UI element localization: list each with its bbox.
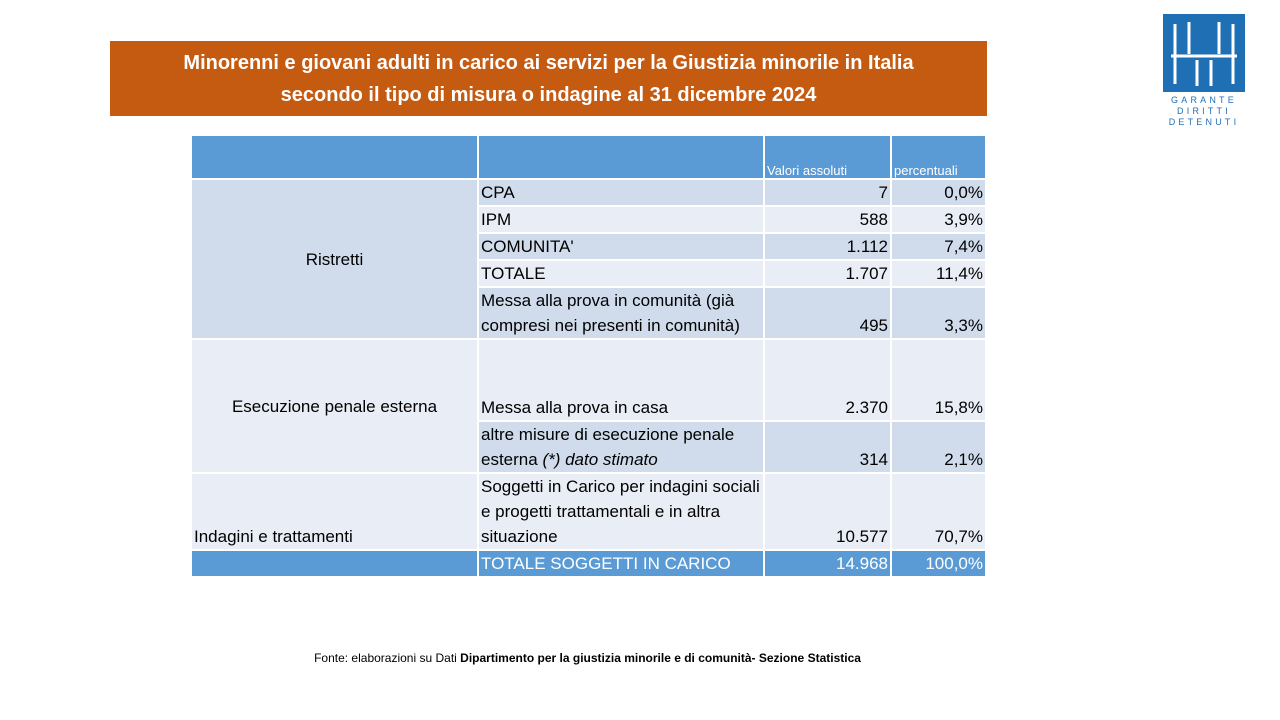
header-measure <box>477 134 765 180</box>
row-label: altre misure di esecuzione penale estern… <box>477 420 765 474</box>
group-indagini: Indagini e trattamenti <box>190 472 479 551</box>
total-value: 14.968 <box>763 549 892 578</box>
row-label: TOTALE <box>477 259 765 288</box>
table-row: Indagini e trattamenti Soggetti in Caric… <box>190 472 987 551</box>
logo-text-3: DETENUTI <box>1168 117 1240 127</box>
row-pct: 3,3% <box>890 286 987 340</box>
table-header-row: Valori assoluti percentuali <box>190 134 987 180</box>
table-row: altre misure di esecuzione penale estern… <box>191 420 987 474</box>
total-label: TOTALE SOGGETTI IN CARICO <box>477 549 765 578</box>
table-row: Esecuzione penale esterna Messa alla pro… <box>190 338 987 474</box>
row-pct: 3,9% <box>890 205 987 234</box>
total-empty <box>190 549 479 578</box>
source-bold: Dipartimento per la giustizia minorile e… <box>460 651 861 665</box>
table-row: Messa alla prova in comunità (già compre… <box>191 286 987 340</box>
data-table: Valori assoluti percentuali Ristretti CP… <box>190 134 987 578</box>
garante-logo-icon <box>1163 14 1245 92</box>
source-note: Fonte: elaborazioni su Dati Dipartimento… <box>0 651 1175 665</box>
row-label: COMUNITA' <box>477 232 765 261</box>
row-value: 314 <box>763 420 892 474</box>
title-line-1: Minorenni e giovani adulti in carico ai … <box>183 51 914 74</box>
header-group <box>190 134 479 180</box>
group-esecuzione: Esecuzione penale esterna <box>190 338 479 474</box>
header-percent: percentuali <box>890 134 987 180</box>
row-value: 7 <box>763 178 892 207</box>
total-row: TOTALE SOGGETTI IN CARICO 14.968 100,0% <box>190 549 987 578</box>
header-absolute: Valori assoluti <box>763 134 892 180</box>
row-label-note: (*) dato stimato <box>542 450 658 469</box>
row-pct: 7,4% <box>890 232 987 261</box>
total-pct: 100,0% <box>890 549 987 578</box>
row-value: 10.577 <box>763 472 892 551</box>
title-line-2: secondo il tipo di misura o indagine al … <box>280 83 817 106</box>
row-pct: 70,7% <box>890 472 987 551</box>
table-row: Ristretti CPA 7 0,0% <box>190 178 987 340</box>
logo-text-2: DIRITTI <box>1177 106 1231 116</box>
row-value: 495 <box>763 286 892 340</box>
row-value: 1.707 <box>763 259 892 288</box>
row-value: 1.112 <box>763 232 892 261</box>
row-label: Messa alla prova in comunità (già compre… <box>477 286 765 340</box>
group-ristretti: Ristretti <box>190 178 479 340</box>
row-pct: 11,4% <box>890 259 987 288</box>
source-prefix: Fonte: elaborazioni su Dati <box>314 651 461 665</box>
row-label-text: altre misure di esecuzione penale estern… <box>481 425 735 469</box>
row-label: CPA <box>477 178 765 207</box>
row-pct: 0,0% <box>890 178 987 207</box>
row-value: 588 <box>763 205 892 234</box>
row-pct: 15,8% <box>890 338 987 422</box>
table-row: COMUNITA' 1.112 7,4% <box>191 232 987 261</box>
table-row: IPM 588 3,9% <box>191 205 987 234</box>
table-row: TOTALE 1.707 11,4% <box>191 259 987 288</box>
garante-logo: GARANTE DIRITTI DETENUTI <box>1163 14 1245 127</box>
logo-text-1: GARANTE <box>1171 95 1237 105</box>
row-label: Soggetti in Carico per indagini sociali … <box>477 472 765 551</box>
row-value: 2.370 <box>763 338 892 422</box>
row-label: Messa alla prova in casa <box>477 338 765 422</box>
row-label: IPM <box>477 205 765 234</box>
title-banner: Minorenni e giovani adulti in carico ai … <box>110 41 987 116</box>
row-pct: 2,1% <box>890 420 987 474</box>
